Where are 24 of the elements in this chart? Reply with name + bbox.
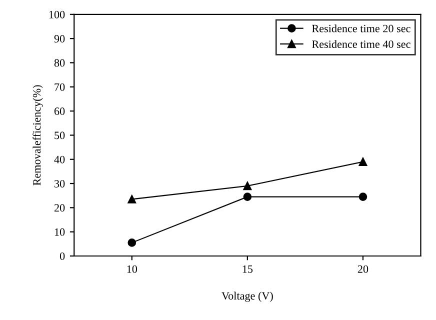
x-axis-title: Voltage (V) — [222, 292, 273, 302]
y-tick-label: 100 — [49, 10, 65, 18]
legend-label: Residence time 20 sec — [312, 24, 410, 32]
point — [243, 182, 252, 190]
point — [358, 158, 368, 166]
y-tick-label: 40 — [54, 156, 65, 164]
x-tick-label: 15 — [242, 265, 253, 273]
y-tick-label: 50 — [54, 132, 65, 140]
y-tick-label: 10 — [54, 228, 65, 236]
y-tick-label: 30 — [54, 180, 65, 188]
y-axis-title: Removalefficiency(%) — [32, 85, 43, 186]
point — [243, 192, 252, 201]
y-tick-label: 80 — [54, 59, 65, 67]
point — [128, 238, 136, 247]
y-tick-label: 60 — [54, 108, 65, 116]
legend-label: Residence time 40 sec — [312, 40, 410, 48]
y-tick-label: 0 — [60, 252, 65, 260]
point — [358, 192, 368, 201]
point — [128, 195, 136, 204]
y-tick-label: 20 — [54, 204, 65, 212]
y-tick-label: 90 — [54, 35, 65, 43]
x-tick-label: 10 — [127, 265, 138, 273]
y-tick-label: 70 — [54, 83, 65, 91]
x-tick-label: 20 — [358, 265, 368, 273]
